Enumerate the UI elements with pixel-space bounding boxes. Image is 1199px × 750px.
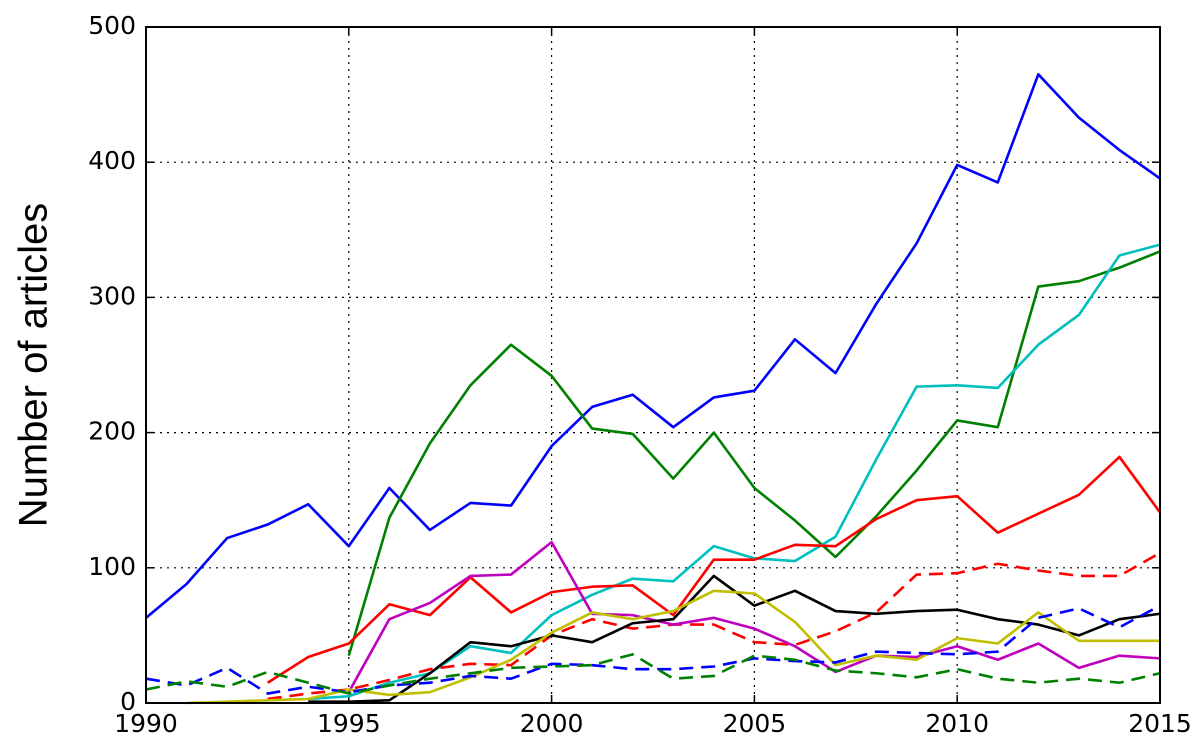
y-tick-label: 500 [88,11,136,40]
y-tick-label: 200 [88,417,136,446]
x-tick-label: 2015 [1128,709,1192,738]
x-tick-label: 1990 [114,709,178,738]
series-line [347,540,1161,693]
x-tick-label: 2010 [925,709,989,738]
y-axis-label: Number of articles [12,203,56,528]
x-tick-label: 2000 [520,709,584,738]
series-line [145,73,1161,619]
y-tick-label: 400 [88,146,136,175]
y-tick-label: 300 [88,281,136,310]
y-tick-label: 100 [88,552,136,581]
x-tick-label: 1995 [317,709,381,738]
plot-frame [145,26,1161,704]
series-line [308,243,1161,701]
series-line [145,653,1161,695]
x-tick-label: 2005 [723,709,787,738]
series-line [186,589,1160,705]
series-line [347,250,1161,657]
series-line [145,604,1161,695]
series-line [267,551,1161,701]
series-line [308,574,1161,703]
series-line [266,455,1162,684]
y-tick-label: 0 [120,687,136,716]
